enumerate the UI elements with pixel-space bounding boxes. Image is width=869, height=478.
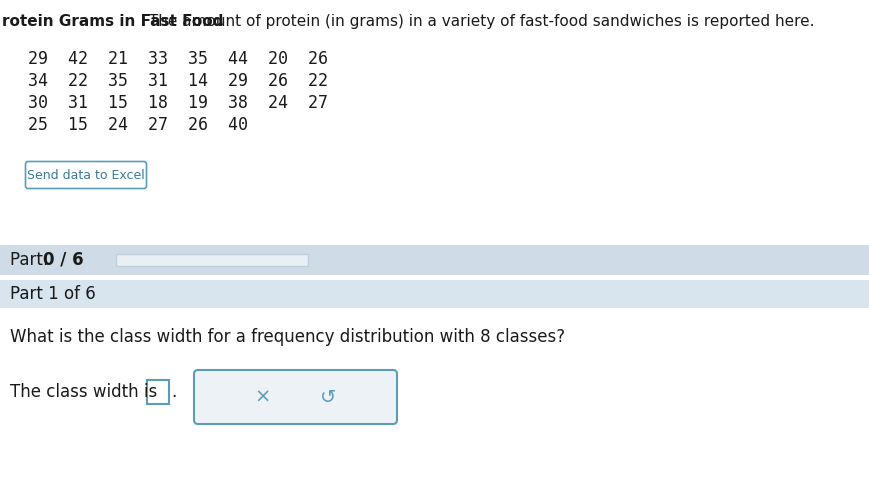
FancyBboxPatch shape: [194, 370, 397, 424]
Text: ↺: ↺: [321, 388, 337, 406]
Text: Part 1 of 6: Part 1 of 6: [10, 285, 96, 303]
FancyBboxPatch shape: [116, 254, 308, 266]
Text: 0 / 6: 0 / 6: [43, 251, 83, 269]
Bar: [0, 280, 869, 308]
FancyBboxPatch shape: [147, 380, 169, 404]
Text: 30  31  15  18  19  38  24  27: 30 31 15 18 19 38 24 27: [28, 94, 328, 112]
Text: 29  42  21  33  35  44  20  26: 29 42 21 33 35 44 20 26: [28, 50, 328, 68]
Text: Part:: Part:: [10, 251, 54, 269]
Text: Send data to Excel: Send data to Excel: [27, 169, 145, 182]
Bar: [0, 245, 869, 275]
Text: .: .: [171, 383, 176, 401]
Text: What is the class width for a frequency distribution with 8 classes?: What is the class width for a frequency …: [10, 328, 565, 346]
FancyBboxPatch shape: [25, 162, 147, 188]
Text: ×: ×: [254, 388, 270, 406]
Text: The class width is: The class width is: [10, 383, 157, 401]
Text: 25  15  24  27  26  40: 25 15 24 27 26 40: [28, 116, 248, 134]
Text: 34  22  35  31  14  29  26  22: 34 22 35 31 14 29 26 22: [28, 72, 328, 90]
Text: rotein Grams in Fast Food: rotein Grams in Fast Food: [2, 14, 223, 29]
Text: The amount of protein (in grams) in a variety of fast-food sandwiches is reporte: The amount of protein (in grams) in a va…: [144, 14, 814, 29]
